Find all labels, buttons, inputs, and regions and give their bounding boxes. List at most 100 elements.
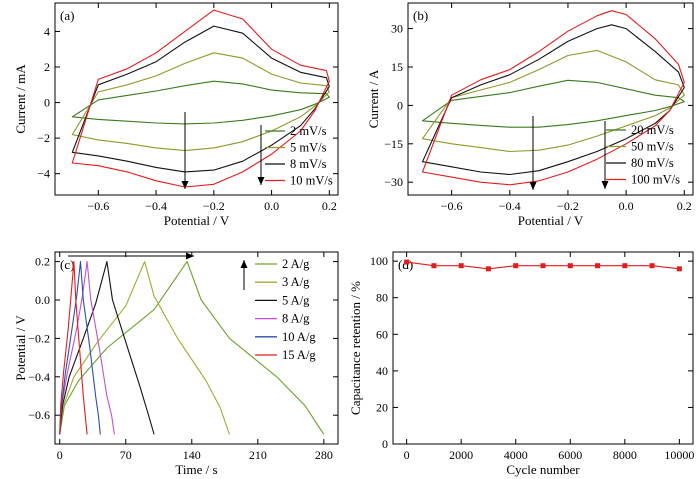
x-tick-label: −0.6 [441,199,463,213]
y-axis-label: Potential / V [13,315,28,381]
data-point [513,263,519,269]
y-tick-label: −2 [37,131,50,145]
data-point [622,263,628,269]
y-tick-label: −30 [384,175,403,189]
series-line-10-a-g [59,261,101,435]
y-tick-label: 0.2 [35,255,50,269]
arrow-head-up [240,260,248,268]
panel-a: −0.6 −0.4 −0.2 0.0 0.2 −4 −2 0 2 4 Potential / V Cu… [13,2,339,228]
plot-frame [54,251,339,445]
plot-frame [392,251,694,445]
series-line-20-mv-s [421,79,685,128]
y-tick-label: 4 [44,24,50,38]
legend-label: 2 mV/s [290,124,327,138]
data-point [540,263,546,269]
x-tick-label: 0.2 [677,199,692,213]
x-tick-label: −0.4 [499,199,521,213]
x-tick-label: 0 [57,448,63,462]
legend-label: 8 A/g [282,312,310,326]
x-tick-label: 2000 [449,448,473,462]
x-tick-label: 6000 [558,448,582,462]
arrow-head-down [529,182,537,190]
y-tick-label: 2 [44,60,50,74]
panel-label: (a) [60,8,74,23]
y-tick-label: −15 [384,137,403,151]
panel-label: (c) [60,257,74,272]
y-axis-label: Current / A [366,69,381,128]
series-line-10-mv-s [71,9,330,188]
y-tick-label: 0 [382,437,388,451]
series-line-2-mv-s [71,80,330,125]
y-tick-label: 30 [391,22,403,36]
x-tick-label: 8000 [613,448,637,462]
y-tick-label: −0.2 [28,331,50,345]
arrow-head-down [181,181,189,189]
legend-label: 80 mV/s [631,156,674,170]
x-tick-label: 0.0 [264,199,279,213]
x-tick-label: −0.4 [145,199,167,213]
x-axis-label: Cycle number [506,462,580,477]
legend-label: 8 mV/s [290,157,327,171]
plot-frame [54,2,339,196]
legend-label: 5 mV/s [290,141,327,155]
y-tick-label: 15 [391,60,403,74]
x-tick-label: 0 [404,448,410,462]
y-tick-label: 0 [397,98,403,112]
series-line-80-mv-s [421,24,685,176]
series-line-8-a-g [59,261,115,435]
y-axis-label: Current / mA [13,64,28,134]
plot-frame [407,2,694,196]
y-tick-label: 0.0 [35,293,50,307]
x-tick-label: 210 [249,448,267,462]
arrow-head-down [257,177,265,185]
data-point [404,259,410,265]
x-tick-label: 0.0 [619,199,634,213]
legend-label: 3 A/g [282,275,310,289]
x-tick-label: −0.2 [557,199,579,213]
y-tick-label: 80 [376,291,388,305]
x-tick-label: 10000 [664,448,694,462]
legend-label: 50 mV/s [631,140,674,154]
series-line-50-mv-s [421,49,685,153]
y-tick-label: 0 [44,96,50,110]
series-line-5-a-g [59,261,155,435]
series-line-8-mv-s [71,25,330,173]
legend-label: 10 mV/s [290,174,333,188]
y-tick-label: −0.6 [28,408,50,422]
legend-label: 2 A/g [282,257,310,271]
legend-label: 100 mV/s [631,173,680,187]
x-tick-label: 4000 [504,448,528,462]
data-point [485,266,491,272]
y-tick-label: 60 [376,327,388,341]
legend-label: 15 A/g [282,348,316,362]
x-tick-label: −0.2 [203,199,225,213]
x-tick-label: 70 [120,448,132,462]
series-line-100-mv-s [421,10,685,186]
arrow-head-down [601,181,609,189]
x-tick-label: 0.2 [322,199,337,213]
x-tick-label: −0.6 [87,199,109,213]
x-tick-label: 140 [183,448,201,462]
data-point [431,263,437,269]
data-point [649,263,655,269]
x-tick-label: 280 [315,448,333,462]
series-line-15-a-g [59,261,88,435]
y-tick-label: 100 [370,254,388,268]
x-axis-label: Time / s [175,462,217,477]
y-tick-label: −4 [37,167,50,181]
panel-d: 0 2000 4000 6000 8000 10000 0 20 40 60 80 100 Cycle … [348,251,694,477]
series-line-2-a-g [59,261,325,435]
data-point [458,263,464,269]
legend-label: 10 A/g [282,330,316,344]
data-point [676,266,682,272]
arrow-head-right [186,252,194,260]
y-tick-label: 40 [376,364,388,378]
panel-label: (b) [413,8,428,23]
x-axis-label: Potential / V [518,213,584,228]
data-point [595,263,601,269]
y-tick-label: −0.4 [28,370,50,384]
y-axis-label: Capacitance retention / % [348,281,363,415]
panel-c: 0 70 140 210 280 −0.6 −0.4 −0.2 0.0 0.2 Time / s Po… [13,251,339,477]
series-line-3-a-g [59,261,231,435]
